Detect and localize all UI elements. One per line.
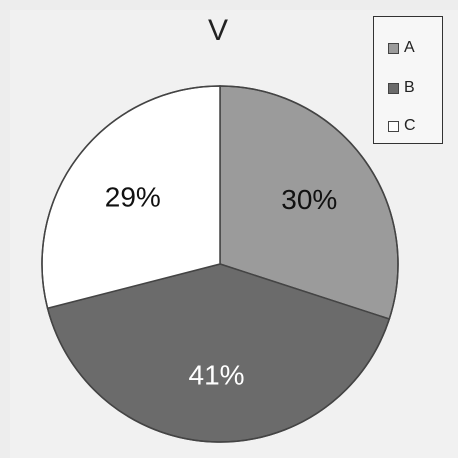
pie-outline — [41, 85, 399, 443]
legend-item-b: B — [388, 79, 415, 97]
legend-swatch-a — [388, 42, 399, 54]
legend-item-c: C — [388, 117, 416, 135]
legend-label-b: B — [404, 79, 415, 96]
data-label-c: 29% — [105, 181, 161, 212]
legend-swatch-c — [388, 120, 399, 132]
legend-swatch-b — [388, 82, 399, 94]
data-label-b: 41% — [189, 359, 245, 390]
chart-title: V — [207, 14, 228, 47]
legend-label-a: A — [404, 39, 415, 56]
legend-item-a: A — [388, 39, 415, 57]
legend-label-c: C — [404, 117, 416, 134]
chart-legend: A B C — [373, 16, 443, 144]
data-label-a: 30% — [281, 184, 337, 215]
